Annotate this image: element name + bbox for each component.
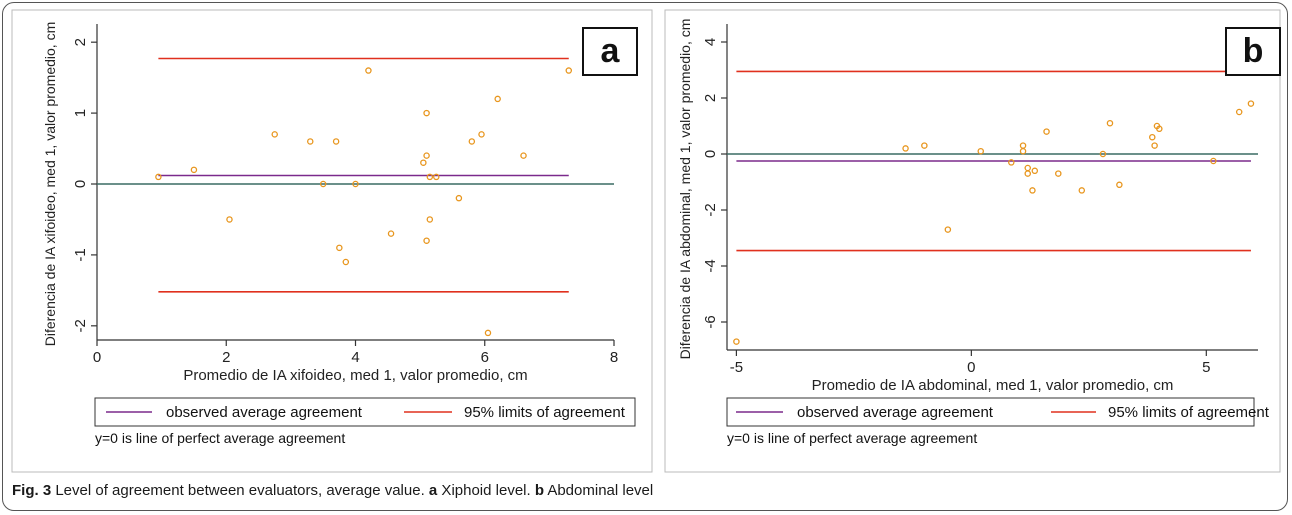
data-point (565, 67, 573, 74)
y-tick-label: 0 (702, 150, 719, 158)
x-tick-label: 0 (93, 349, 101, 366)
y-tick-label: -4 (702, 259, 719, 272)
data-point (387, 230, 395, 237)
data-point (1029, 187, 1036, 194)
data-point (1151, 142, 1158, 149)
x-tick-label: 0 (967, 359, 975, 376)
data-point (1024, 170, 1031, 177)
data-point (1210, 157, 1217, 165)
x-tick-label: 8 (610, 349, 618, 366)
data-point (484, 329, 492, 337)
data-point (1247, 100, 1255, 107)
y-tick-label: 0 (72, 180, 89, 188)
data-point (977, 147, 985, 155)
panel-label-box (1225, 27, 1281, 76)
y-tick-label: 4 (702, 38, 719, 46)
data-point (342, 258, 350, 266)
data-point (1156, 125, 1163, 133)
data-point (478, 131, 485, 138)
y-tick-label: -2 (72, 319, 89, 332)
panel-label-box (582, 27, 638, 76)
legend-observed-label: observed average agreement (797, 404, 994, 421)
data-point (944, 226, 952, 233)
panel-frame (11, 9, 653, 473)
x-tick-label: 4 (351, 349, 359, 366)
x-axis-label: Promedio de IA xifoideo, med 1, valor pr… (183, 367, 527, 384)
y-tick-label: 2 (702, 94, 719, 102)
y-axis-label: Diferencia de IA abdominal, med 1, valor… (677, 19, 693, 360)
caption-a-text: Xiphoid level. (437, 482, 535, 499)
x-tick-label: 6 (481, 349, 489, 366)
data-point (226, 216, 233, 223)
y-axis-label: Diferencia de IA xifoideo, med 1, valor … (42, 22, 58, 347)
data-point (420, 159, 427, 166)
data-point (332, 138, 340, 145)
data-point (319, 180, 327, 188)
data-point (352, 180, 359, 188)
data-point (1106, 119, 1114, 127)
data-point (426, 173, 434, 181)
data-point (1008, 159, 1015, 166)
data-point (1078, 187, 1086, 194)
data-point (455, 194, 463, 202)
x-axis-label: Promedio de IA abdominal, med 1, valor p… (812, 377, 1174, 394)
data-point (468, 138, 476, 145)
y-tick-label: 1 (72, 109, 89, 117)
data-point (423, 109, 430, 117)
data-point (433, 173, 440, 181)
legend-limits-label: 95% limits of agreement (464, 404, 626, 421)
chart-panel-b: -5 0 5 -6 -4 -2 0 2 4 Promedio de IA abdominal, m… (664, 9, 1281, 473)
y-tick-label: -1 (72, 248, 89, 261)
data-point (1116, 181, 1123, 189)
data-point (1099, 150, 1107, 158)
x-tick-label: 2 (222, 349, 230, 366)
panel-label: b (1243, 32, 1264, 70)
y-tick-label: -2 (702, 203, 719, 216)
panel-label: a (601, 32, 621, 70)
x-tick-label: 5 (1202, 359, 1210, 376)
legend-observed-label: observed average agreement (166, 404, 363, 421)
data-point (902, 145, 909, 152)
data-point (520, 152, 527, 159)
data-point (190, 166, 198, 174)
legend-limits-label: 95% limits of agreement (1108, 404, 1270, 421)
data-point (1235, 108, 1243, 116)
data-point (423, 152, 430, 159)
data-point (271, 131, 278, 138)
caption-b-text: Abdominal level (544, 482, 654, 499)
y-tick-label: 2 (72, 38, 89, 46)
legend-box (726, 397, 1255, 427)
panel-frame (664, 9, 1281, 473)
caption-a-letter: a (428, 482, 438, 499)
data-point (1055, 170, 1062, 177)
data-point (1149, 133, 1156, 141)
data-point (423, 237, 430, 244)
x-tick-label: -5 (730, 359, 743, 376)
data-point (494, 95, 501, 103)
caption-text: Level of agreement between evaluators, a… (51, 482, 429, 499)
data-point (336, 244, 343, 252)
legend-box (94, 397, 636, 427)
data-point (733, 338, 740, 345)
data-point (426, 216, 434, 223)
agreement-note: y=0 is line of perfect average agreement (727, 430, 977, 446)
y-tick-label: -6 (702, 315, 719, 328)
caption-b-letter: b (534, 482, 544, 499)
figure-caption: Fig. 3 Level of agreement between evalua… (12, 482, 653, 499)
data-point (921, 142, 928, 149)
caption-label: Fig. 3 (12, 482, 52, 499)
data-point (1019, 147, 1027, 155)
data-point (1043, 128, 1050, 135)
agreement-note: y=0 is line of perfect average agreement (95, 430, 345, 446)
data-point (365, 67, 372, 74)
data-point (307, 138, 314, 145)
data-point (1031, 167, 1039, 175)
data-point (155, 173, 162, 181)
